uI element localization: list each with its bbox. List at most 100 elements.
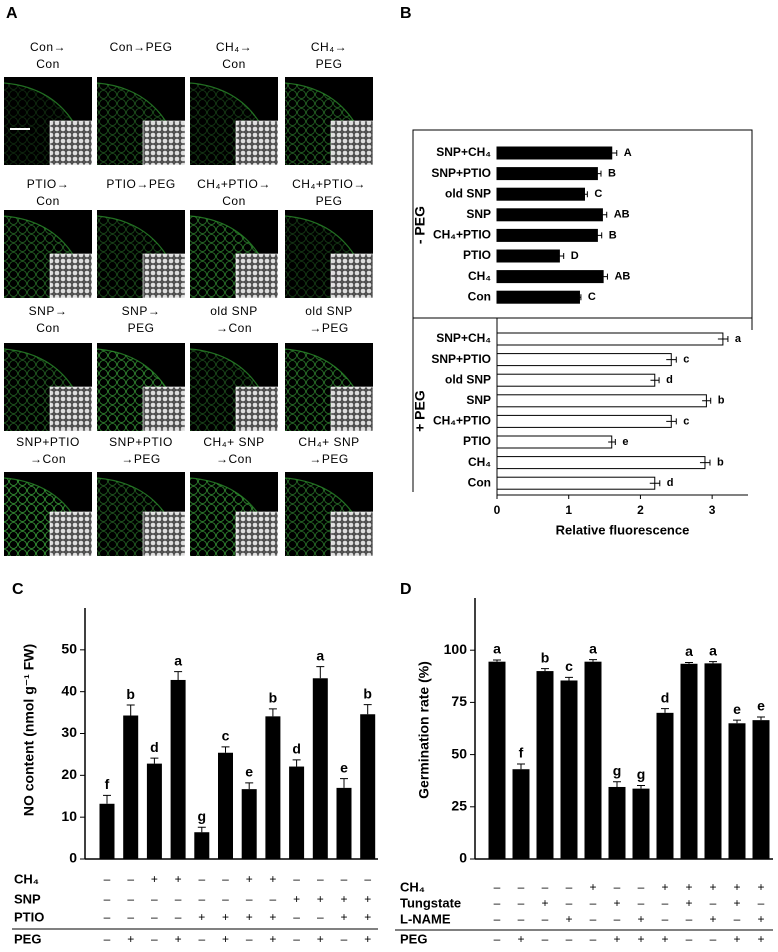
treatment-name: PTIO [14, 909, 44, 924]
treatment-sign: – [590, 932, 597, 946]
image-caption: →Con [30, 452, 66, 466]
bar [496, 208, 603, 222]
bar [218, 752, 233, 859]
image-caption: PTIO→ [27, 177, 70, 191]
treatment-sign: – [175, 910, 182, 924]
treatment-sign: – [293, 910, 300, 924]
significance-letter: b [363, 685, 372, 701]
y-tick-label: 75 [451, 693, 467, 709]
treatment-sign: + [685, 896, 692, 910]
brightfield-inset [142, 120, 186, 166]
treatment-sign: + [709, 912, 716, 926]
image-caption: Con [36, 321, 60, 335]
image-caption: Con→ [30, 40, 66, 54]
treatment-sign: + [127, 932, 134, 946]
significance-letter: d [661, 689, 670, 705]
treatment-sign: + [317, 892, 324, 906]
error-bar [581, 191, 588, 198]
image-caption: →Con [216, 452, 252, 466]
bar [656, 712, 674, 859]
y-tick-label: 25 [451, 798, 467, 814]
error-bar [316, 666, 325, 679]
treatment-sign: – [198, 932, 205, 946]
image-caption: →PEG [309, 321, 348, 335]
bar [488, 661, 506, 859]
significance-letter: d [292, 741, 301, 757]
image-caption: Con→PEG [110, 40, 173, 54]
treatment-sign: – [734, 912, 741, 926]
significance-letter: e [622, 436, 628, 448]
panel-label: C [12, 581, 24, 598]
significance-letter: f [105, 776, 110, 792]
treatment-sign: – [566, 932, 573, 946]
error-bar [340, 778, 348, 788]
significance-letter: a [493, 641, 501, 657]
x-tick-label: 3 [709, 503, 716, 517]
significance-letter: a [316, 647, 324, 663]
category-label: CH₄+PTIO [433, 228, 491, 242]
x-axis-label: Relative fluorescence [556, 522, 690, 537]
error-bar [493, 659, 501, 662]
treatment-sign: – [222, 892, 229, 906]
bar [123, 715, 139, 859]
bar [496, 476, 656, 490]
treatment-name: CH₄ [14, 871, 39, 886]
error-bar [268, 708, 277, 717]
significance-letter: a [174, 652, 182, 668]
brightfield-inset [49, 253, 93, 299]
bar [241, 789, 257, 859]
panel-label: A [6, 5, 18, 22]
treatment-sign: + [246, 910, 253, 924]
bar [496, 167, 598, 181]
image-caption: Con [222, 194, 246, 208]
x-tick-label: 0 [494, 503, 501, 517]
bar [265, 716, 281, 859]
group-label: - PEG [412, 206, 428, 244]
brightfield-inset [142, 386, 186, 432]
image-caption: CH₄+ SNP [298, 435, 359, 449]
error-bar [606, 150, 618, 156]
error-bar [363, 704, 372, 715]
group-frame [412, 129, 753, 319]
treatment-sign: – [518, 896, 525, 910]
panel-label: D [400, 581, 412, 598]
treatment-sign: – [151, 932, 158, 946]
treatment-sign: – [198, 892, 205, 906]
significance-letter: D [571, 250, 579, 262]
treatment-sign: + [269, 932, 276, 946]
significance-letter: c [683, 354, 689, 366]
bar [496, 249, 560, 263]
significance-letter: a [589, 640, 597, 656]
treatment-sign: – [638, 896, 645, 910]
image-caption: SNP+PTIO [16, 435, 80, 449]
bar [496, 290, 580, 304]
significance-letter: C [594, 188, 602, 200]
significance-letter: B [608, 168, 616, 180]
significance-letter: C [588, 291, 596, 303]
category-label: PTIO [463, 434, 491, 448]
x-tick-label: 2 [637, 503, 644, 517]
treatment-name: L-NAME [400, 911, 451, 926]
treatment-sign: + [541, 896, 548, 910]
treatment-sign: – [638, 880, 645, 894]
image-caption: SNP→ [29, 304, 68, 318]
bar [170, 679, 186, 859]
error-bar [578, 294, 582, 301]
treatment-sign: – [127, 872, 134, 886]
bar [194, 832, 210, 859]
treatment-sign: + [661, 880, 668, 894]
treatment-sign: – [590, 912, 597, 926]
category-label: CH₄ [468, 269, 491, 283]
treatment-sign: – [127, 892, 134, 906]
treatment-sign: – [542, 880, 549, 894]
treatment-name: Tungstate [400, 895, 461, 910]
category-label: SNP+CH₄ [436, 145, 491, 159]
bar [536, 671, 554, 859]
treatment-sign: – [710, 932, 717, 946]
treatment-sign: – [494, 912, 501, 926]
error-bar [709, 661, 717, 664]
significance-letter: e [757, 698, 765, 714]
treatment-sign: + [269, 910, 276, 924]
bar [496, 332, 724, 346]
